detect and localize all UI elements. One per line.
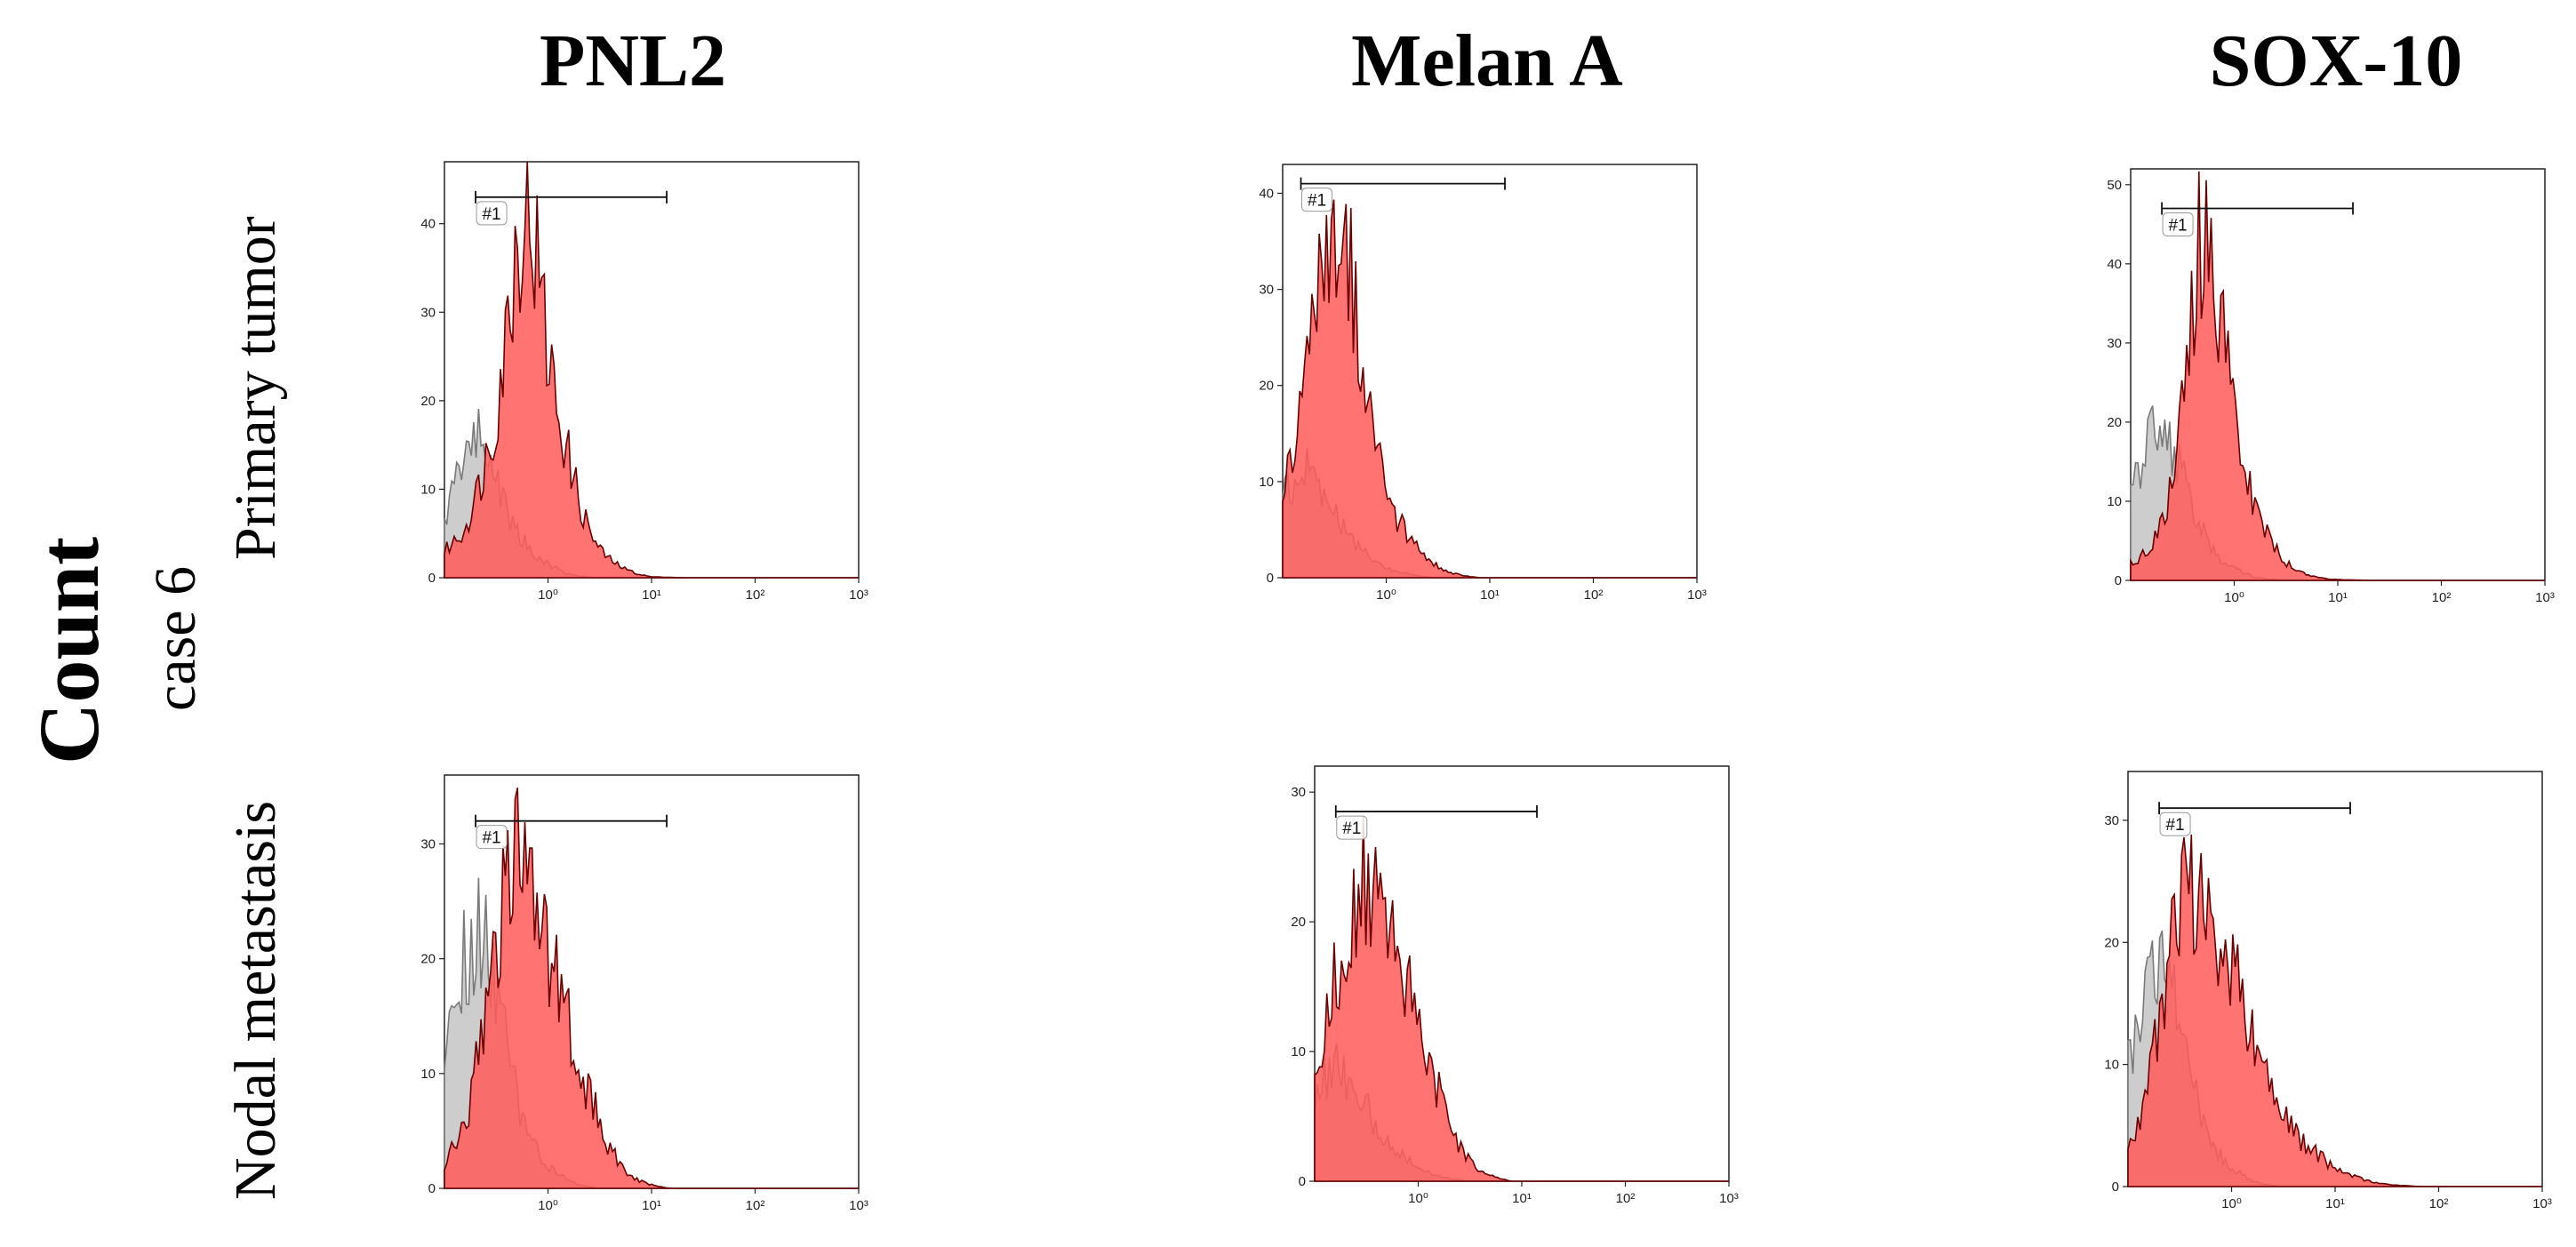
x-tick-label: 10⁰ xyxy=(2221,1196,2242,1211)
y-tick-label: 30 xyxy=(1259,283,1274,298)
x-tick-label: 10² xyxy=(746,588,765,603)
histogram-panel: 0 10 20 30 10⁰ 10¹ 10² 10³ #1 xyxy=(2075,763,2569,1231)
x-tick-label: 10⁰ xyxy=(1408,1191,1428,1206)
x-tick-label: 10¹ xyxy=(1512,1191,1532,1206)
histogram-svg: 0 10 20 30 40 50 10⁰ 10¹ 10² 10³ #1 xyxy=(2107,168,2555,605)
row-label-nodal-metastasis: Nodal metastasis xyxy=(223,800,288,1200)
histogram-panel: 0 10 20 30 10⁰ 10¹ 10² 10³ #1 xyxy=(391,766,885,1233)
y-tick-label: 10 xyxy=(1291,1044,1306,1059)
y-tick-label: 10 xyxy=(2104,1058,2119,1073)
sample-histogram xyxy=(2130,171,2545,581)
gate-label: #1 xyxy=(1308,192,1326,211)
x-tick-label: 10¹ xyxy=(642,1198,661,1213)
histogram-svg: 0 10 20 30 10⁰ 10¹ 10² 10³ #1 xyxy=(420,774,868,1213)
y-tick-label: 10 xyxy=(420,482,436,497)
gate-label-box xyxy=(2159,811,2191,836)
x-tick-label: 10³ xyxy=(2535,590,2555,605)
x-tick-label: 10³ xyxy=(849,588,868,603)
gate-label-box xyxy=(476,201,508,226)
y-tick-label: 40 xyxy=(1259,186,1274,201)
x-tick-label: 10³ xyxy=(849,1198,868,1213)
y-tick-label: 30 xyxy=(420,305,436,320)
y-tick-label: 20 xyxy=(1259,379,1274,394)
y-axis-label-count: Count xyxy=(21,536,116,764)
y-tick-label: 30 xyxy=(420,837,436,852)
y-tick-label: 20 xyxy=(1291,915,1306,930)
y-tick-label: 0 xyxy=(2115,573,2122,588)
x-tick-label: 10² xyxy=(1616,1191,1636,1206)
gate-label-box xyxy=(476,825,508,850)
x-tick-label: 10³ xyxy=(2532,1196,2552,1211)
y-tick-label: 10 xyxy=(420,1067,436,1082)
histogram-svg: 0 10 20 30 10⁰ 10¹ 10² 10³ #1 xyxy=(2104,771,2552,1211)
y-tick-label: 20 xyxy=(2104,935,2119,950)
x-tick-label: 10¹ xyxy=(1480,588,1500,603)
y-tick-label: 10 xyxy=(1259,475,1274,490)
histogram-svg: 0 10 20 30 10⁰ 10¹ 10² 10³ #1 xyxy=(1291,765,1739,1206)
histogram-panel: 0 10 20 30 40 10⁰ 10¹ 10² 10³ #1 xyxy=(391,153,885,622)
gate-label-box xyxy=(1301,188,1333,212)
gate-label-box xyxy=(2162,212,2194,237)
y-tick-label: 0 xyxy=(1267,571,1274,586)
gate-label: #1 xyxy=(482,829,500,848)
y-tick-label: 40 xyxy=(420,217,436,232)
row-label-primary-tumor: Primary tumor xyxy=(223,216,288,560)
y-tick-label: 40 xyxy=(2107,257,2122,272)
x-tick-label: 10¹ xyxy=(642,588,661,603)
x-tick-label: 10² xyxy=(2429,1196,2449,1211)
y-tick-label: 50 xyxy=(2107,178,2122,193)
x-tick-label: 10² xyxy=(746,1198,765,1213)
y-tick-label: 20 xyxy=(2107,415,2122,430)
y-tick-label: 30 xyxy=(2107,336,2122,351)
x-tick-label: 10¹ xyxy=(2328,590,2348,605)
y-tick-label: 0 xyxy=(1299,1174,1306,1189)
column-title-pnl2: PNL2 xyxy=(540,20,726,102)
case-label: case 6 xyxy=(143,565,208,711)
x-tick-label: 10¹ xyxy=(2325,1196,2345,1211)
y-tick-label: 30 xyxy=(1291,785,1306,800)
sample-histogram xyxy=(2127,834,2542,1187)
y-tick-label: 20 xyxy=(420,394,436,409)
gate-label-box xyxy=(1336,815,1368,840)
x-tick-label: 10⁰ xyxy=(2224,590,2244,605)
y-tick-label: 0 xyxy=(2112,1179,2119,1195)
x-tick-label: 10² xyxy=(2432,590,2452,605)
column-title-sox-10: SOX-10 xyxy=(2209,20,2463,102)
y-tick-label: 0 xyxy=(428,571,436,586)
gate-label: #1 xyxy=(2165,816,2184,835)
histogram-panel: 0 10 20 30 40 50 10⁰ 10¹ 10² 10³ #1 xyxy=(2077,160,2572,625)
x-tick-label: 10³ xyxy=(1687,588,1707,603)
y-tick-label: 20 xyxy=(420,952,436,967)
histogram-svg: 0 10 20 30 40 10⁰ 10¹ 10² 10³ #1 xyxy=(420,161,868,603)
x-tick-label: 10³ xyxy=(1719,1191,1739,1206)
histogram-panel: 0 10 20 30 10⁰ 10¹ 10² 10³ #1 xyxy=(1261,757,1756,1226)
y-tick-label: 0 xyxy=(428,1181,436,1196)
x-tick-label: 10⁰ xyxy=(1376,588,1396,603)
column-title-melan-a: Melan A xyxy=(1351,20,1623,102)
gate-label: #1 xyxy=(2168,217,2187,236)
sample-histogram xyxy=(444,787,859,1189)
x-tick-label: 10⁰ xyxy=(538,588,558,603)
histogram-svg: 0 10 20 30 40 10⁰ 10¹ 10² 10³ #1 xyxy=(1259,164,1707,603)
y-tick-label: 30 xyxy=(2104,813,2119,828)
x-tick-label: 10² xyxy=(1584,588,1604,603)
x-tick-label: 10⁰ xyxy=(538,1198,558,1213)
sample-histogram xyxy=(444,161,859,579)
y-tick-label: 10 xyxy=(2107,494,2122,509)
histogram-panel: 0 10 20 30 40 10⁰ 10¹ 10² 10³ #1 xyxy=(1229,156,1724,622)
gate-label: #1 xyxy=(1342,819,1361,838)
gate-label: #1 xyxy=(482,205,500,224)
